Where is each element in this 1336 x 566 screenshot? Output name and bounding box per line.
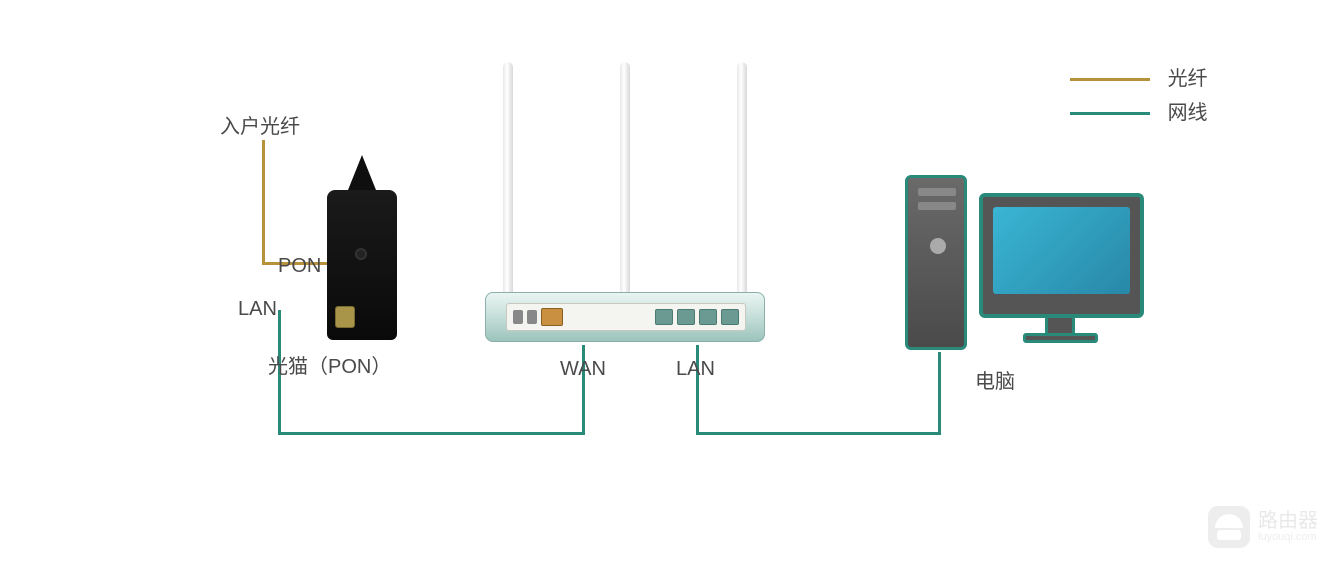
modem-body — [327, 190, 397, 340]
fiber-line-vertical — [262, 140, 265, 265]
watermark-router-icon — [1208, 506, 1250, 548]
port-lan-icon — [699, 309, 717, 325]
lan-router-label: LAN — [676, 358, 715, 381]
watermark-title: 路由器 — [1258, 511, 1318, 531]
antenna-icon — [620, 62, 630, 302]
port-power-icon — [513, 310, 523, 324]
router-body — [485, 292, 765, 342]
monitor-icon — [979, 193, 1144, 318]
router-panel — [506, 303, 746, 331]
legend-ethernet-label: 网线 — [1168, 102, 1208, 124]
port-reset-icon — [527, 310, 537, 324]
pc-power-button-icon — [930, 238, 946, 254]
eth-modem-h — [278, 432, 585, 435]
pc-tower-icon — [905, 175, 967, 350]
modem-led-icon — [355, 248, 367, 260]
port-lan-icon — [721, 309, 739, 325]
legend-fiber: 光纤 — [1070, 62, 1208, 91]
legend-ethernet: 网线 — [1070, 96, 1208, 125]
antenna-icon — [737, 62, 747, 302]
eth-pc-up — [938, 352, 941, 435]
legend-fiber-line-icon — [1070, 78, 1150, 81]
watermark-sub: luyouqi.com — [1258, 531, 1318, 543]
lan-modem-label: LAN — [238, 298, 277, 321]
modem-device — [327, 155, 397, 340]
monitor-base — [1023, 333, 1098, 343]
pon-label: PON — [278, 255, 321, 278]
legend-fiber-label: 光纤 — [1168, 68, 1208, 90]
modem-name-label: 光猫（PON） — [268, 350, 391, 379]
port-lan-icon — [655, 309, 673, 325]
port-lan-icon — [677, 309, 695, 325]
watermark: 路由器 luyouqi.com — [1208, 506, 1318, 548]
router-device — [485, 292, 765, 342]
wan-label: WAN — [560, 358, 606, 381]
computer-device — [905, 175, 1145, 355]
computer-label: 电脑 — [975, 365, 1015, 394]
antenna-icon — [503, 62, 513, 302]
eth-router-h — [696, 432, 941, 435]
port-wan-icon — [541, 308, 563, 326]
incoming-fiber-label: 入户光纤 — [220, 110, 300, 139]
modem-port-icon — [335, 306, 355, 328]
legend-ethernet-line-icon — [1070, 112, 1150, 115]
